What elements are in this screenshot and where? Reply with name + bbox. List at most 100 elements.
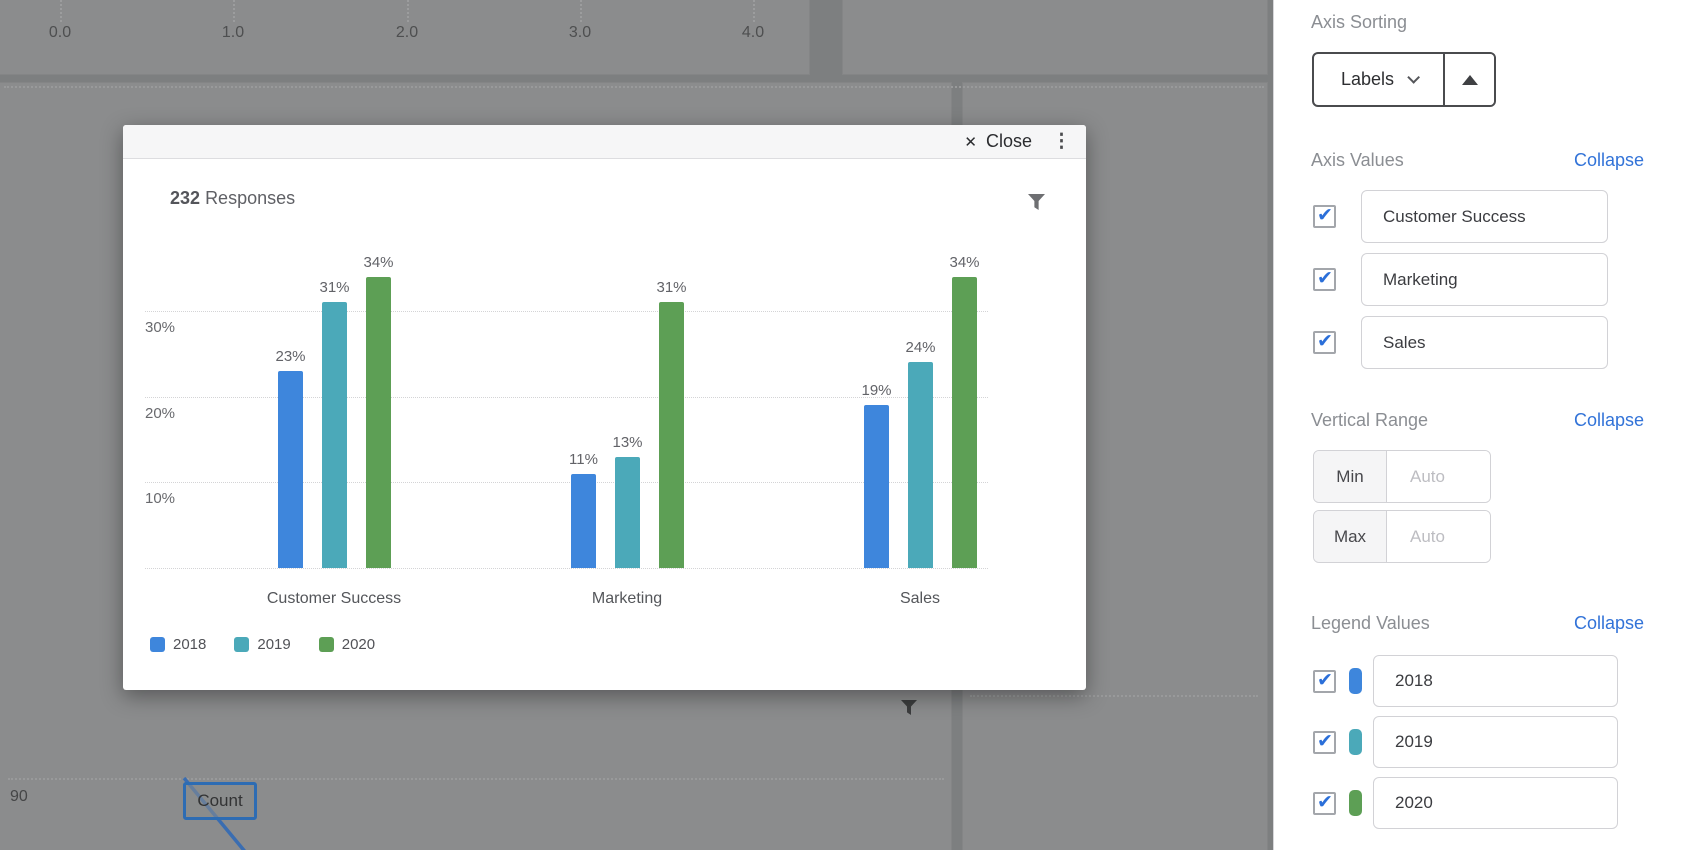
min-label: Min (1314, 451, 1387, 502)
max-input[interactable] (1387, 511, 1490, 562)
checkbox[interactable]: ✔ (1313, 731, 1336, 754)
modal-header: ✕ Close ⋮ (123, 125, 1086, 159)
close-button[interactable]: ✕ Close (964, 131, 1032, 152)
checkmark-icon: ✔ (1317, 205, 1333, 226)
checkbox[interactable]: ✔ (1313, 268, 1336, 291)
legend-value-input[interactable] (1373, 655, 1618, 707)
settings-sidebar: Axis Sorting Labels Axis Values Collapse… (1273, 0, 1700, 850)
min-input[interactable] (1387, 451, 1490, 502)
background-x-gridline (233, 0, 235, 22)
category-label: Customer Success (266, 590, 402, 607)
legend-label: 2019 (257, 636, 291, 653)
bar[interactable] (864, 405, 889, 568)
legend-value-input[interactable] (1373, 716, 1618, 768)
collapse-axis-values-link[interactable]: Collapse (1574, 150, 1645, 170)
bar[interactable] (571, 474, 596, 568)
background-gridline (970, 695, 1258, 697)
bar[interactable] (366, 277, 391, 568)
collapse-legend-values-link[interactable]: Collapse (1574, 613, 1645, 633)
background-x-gridline (407, 0, 409, 22)
kebab-menu-icon[interactable]: ⋮ (1052, 131, 1071, 152)
bar[interactable] (615, 457, 640, 568)
axis-value-input[interactable] (1361, 316, 1608, 369)
bar[interactable] (659, 302, 684, 568)
triangle-up-icon (1461, 74, 1478, 85)
category-label: Marketing (591, 590, 663, 607)
bar-value-label: 24% (905, 339, 936, 356)
checkbox[interactable]: ✔ (1313, 331, 1336, 354)
background-x-tick-label: 4.0 (741, 24, 765, 41)
legend-label: 2020 (341, 636, 376, 653)
axis-value-input[interactable] (1361, 190, 1608, 243)
legend-label: 2018 (173, 636, 207, 653)
bar[interactable] (908, 362, 933, 568)
chart-gridline (145, 568, 988, 569)
checkbox[interactable]: ✔ (1313, 205, 1336, 228)
axis-values-title: Axis Values (1311, 150, 1404, 170)
max-label: Max (1314, 511, 1387, 562)
legend-values-title: Legend Values (1311, 613, 1430, 633)
chart-gridline (145, 482, 988, 483)
count-tooltip: Count (183, 782, 257, 820)
background-gridline (8, 778, 944, 780)
legend-item: 2019 (234, 636, 291, 653)
chevron-down-icon (1407, 71, 1421, 84)
background-x-tick-label: 2.0 (395, 24, 419, 41)
background-x-gridline (753, 0, 755, 22)
close-label: Close (985, 131, 1032, 151)
background-panel-top-right (842, 0, 1268, 75)
checkmark-icon: ✔ (1317, 670, 1333, 691)
response-count: 232 Responses (170, 188, 295, 209)
legend-color-swatch (1349, 790, 1362, 816)
checkbox[interactable]: ✔ (1313, 670, 1336, 693)
bar-value-label: 31% (319, 279, 350, 296)
axis-sorting-dropdown[interactable]: Labels (1312, 52, 1496, 107)
checkmark-icon: ✔ (1317, 268, 1333, 289)
response-count-number: 232 (170, 188, 201, 208)
filter-icon[interactable] (1028, 194, 1045, 213)
background-gridline (4, 86, 1264, 88)
checkmark-icon: ✔ (1317, 331, 1333, 352)
category-label: Sales (899, 590, 941, 607)
y-axis-tick-label: 30% (145, 319, 176, 336)
chart-gridline (145, 311, 988, 312)
bar-value-label: 19% (861, 382, 892, 399)
bar-value-label: 11% (569, 451, 598, 468)
background-x-gridline (580, 0, 582, 22)
response-count-label: Responses (205, 188, 296, 208)
filter-icon[interactable] (901, 700, 917, 715)
background-panel-top-left (0, 0, 810, 75)
axis-value-input[interactable] (1361, 253, 1608, 306)
legend-value-input[interactable] (1373, 777, 1618, 829)
legend-color-chip (234, 637, 250, 652)
checkmark-icon: ✔ (1317, 792, 1333, 813)
bar-value-label: 31% (656, 279, 687, 296)
y-axis-tick-label: 10% (145, 490, 176, 507)
bar[interactable] (278, 371, 303, 568)
legend-item: 2020 (318, 636, 376, 653)
collapse-vertical-range-link[interactable]: Collapse (1574, 410, 1645, 430)
legend-item: 2018 (150, 636, 206, 653)
chart-gridline (145, 397, 988, 398)
checkmark-icon: ✔ (1317, 731, 1333, 752)
chart-legend: 2018 2019 2020 (150, 636, 375, 653)
axis-sorting-value: Labels (1340, 69, 1395, 89)
vertical-range-title: Vertical Range (1311, 410, 1429, 430)
vertical-range-max: Max (1313, 510, 1491, 563)
bar[interactable] (952, 277, 977, 568)
axis-sorting-selected[interactable]: Labels (1314, 54, 1443, 105)
sort-direction-button[interactable] (1443, 54, 1494, 105)
bar-value-label: 13% (612, 434, 643, 451)
bar-value-label: 23% (275, 348, 306, 365)
background-x-tick-label: 0.0 (48, 24, 72, 41)
checkbox[interactable]: ✔ (1313, 792, 1336, 815)
bar[interactable] (322, 302, 347, 568)
legend-color-chip (150, 637, 165, 652)
background-x-tick-label: 1.0 (221, 24, 245, 41)
axis-sorting-title: Axis Sorting (1311, 12, 1408, 32)
y-axis-tick-label: 20% (145, 405, 176, 422)
background-x-tick-label: 3.0 (568, 24, 592, 41)
legend-color-swatch (1349, 729, 1362, 755)
background-y-tick-label: 90 (10, 788, 28, 805)
legend-color-chip (318, 637, 334, 652)
